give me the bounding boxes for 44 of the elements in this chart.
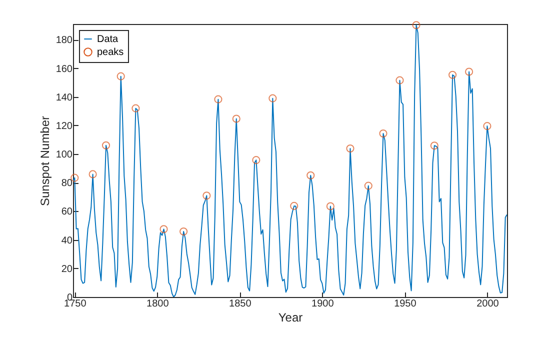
y-tick-label: 180 [56,35,73,46]
y-axis-title: Sunspot Number [38,116,52,206]
point [326,202,334,210]
x-tick-label: 1950 [394,298,417,310]
point [396,76,404,84]
point [465,68,474,76]
point [379,129,388,138]
point [214,95,222,104]
legend-label: Data [97,34,119,45]
point [202,192,211,200]
point [430,142,438,150]
line-series [73,24,507,297]
legend-label: peaks [97,47,124,58]
point [132,104,140,112]
x-tick-label: 1750 [64,298,87,310]
x-tick-label: 1900 [312,298,334,310]
y-tick-label: 40 [61,235,73,246]
y-tick-label: 160 [56,64,73,75]
point [346,144,354,153]
y-tick-label: 80 [61,178,73,190]
point [306,171,315,180]
point [483,122,492,130]
point [364,182,372,190]
point [448,70,457,79]
point [180,228,188,236]
y-tick-label: 60 [61,206,73,218]
point [232,114,240,123]
x-tick-label: 1850 [229,298,252,310]
point [290,202,298,210]
point [70,174,79,182]
y-tick-label: 120 [56,120,73,132]
x-tick-label: 2000 [476,298,500,310]
y-tick-label: 100 [56,150,73,161]
y-tick-label: 140 [56,92,73,104]
x-axis-title: Year [278,310,303,324]
point [252,156,260,164]
point [160,225,168,234]
y-tick-label: 20 [61,264,73,275]
point [268,94,277,102]
x-tick-label: 1800 [146,298,170,310]
point [116,72,125,80]
point [88,170,97,178]
point [412,21,420,30]
point [102,141,110,150]
